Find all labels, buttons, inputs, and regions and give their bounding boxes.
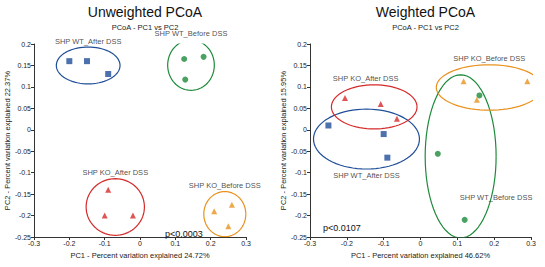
svg-text:0: 0: [27, 126, 31, 133]
svg-text:Unweighted PCoA: Unweighted PCoA: [88, 4, 203, 20]
svg-text:0.2: 0.2: [489, 240, 499, 247]
svg-text:SHP KO_Before DSS: SHP KO_Before DSS: [453, 54, 525, 63]
svg-text:0: 0: [419, 240, 423, 247]
svg-text:SHP KO_After DSS: SHP KO_After DSS: [333, 74, 399, 83]
svg-text:p<0.0107: p<0.0107: [323, 223, 361, 233]
svg-text:-0.05: -0.05: [15, 148, 31, 155]
svg-text:-0.1: -0.1: [99, 240, 111, 247]
svg-text:0: 0: [303, 126, 307, 133]
svg-text:-0.2: -0.2: [63, 240, 75, 247]
svg-text:-0.1: -0.1: [295, 169, 307, 176]
svg-text:PCoA - PC1 vs PC2: PCoA - PC1 vs PC2: [392, 23, 459, 32]
svg-text:0.1: 0.1: [452, 240, 462, 247]
svg-text:-0.25: -0.25: [291, 233, 307, 241]
svg-text:PC2 - Percent variation explai: PC2 - Percent variation explained 22.37%: [3, 71, 12, 211]
svg-text:0.2: 0.2: [206, 240, 216, 247]
svg-text:-0.3: -0.3: [28, 240, 40, 247]
svg-text:SHP KO_Before DSS: SHP KO_Before DSS: [189, 181, 261, 190]
svg-text:-0.05: -0.05: [291, 148, 307, 155]
svg-text:SHP WT_Before DSS: SHP WT_Before DSS: [154, 29, 228, 39]
svg-text:-0.1: -0.1: [378, 240, 390, 247]
svg-text:0.3: 0.3: [241, 240, 251, 247]
svg-text:0: 0: [138, 240, 142, 247]
svg-text:PCoA - PC1 vs PC2: PCoA - PC1 vs PC2: [112, 23, 179, 32]
svg-text:-0.2: -0.2: [19, 212, 31, 219]
svg-text:-0.2: -0.2: [341, 240, 353, 247]
svg-text:0.15: 0.15: [17, 62, 31, 69]
svg-text:-0.3: -0.3: [304, 240, 316, 247]
svg-text:0.05: 0.05: [293, 105, 307, 112]
svg-text:0.1: 0.1: [297, 83, 307, 90]
svg-text:-0.25: -0.25: [15, 233, 31, 241]
svg-text:SHP WT_After DSS: SHP WT_After DSS: [333, 171, 400, 180]
svg-text:-0.15: -0.15: [15, 191, 31, 198]
svg-text:SHP KO_After DSS: SHP KO_After DSS: [82, 168, 148, 177]
svg-text:0.2: 0.2: [21, 41, 31, 48]
svg-text:-0.2: -0.2: [295, 212, 307, 219]
svg-text:SHP WT_Before DSS: SHP WT_Before DSS: [460, 193, 533, 202]
svg-text:PC1 - Percent variation explai: PC1 - Percent variation explained 24.72%: [70, 251, 210, 260]
svg-text:SHP WT_After DSS: SHP WT_After DSS: [55, 37, 122, 46]
svg-text:0.15: 0.15: [293, 62, 307, 69]
svg-text:-0.15: -0.15: [291, 191, 307, 198]
svg-text:0.05: 0.05: [17, 105, 31, 112]
svg-text:PC2 - Percent variation explai: PC2 - Percent variation explained 15.95%: [279, 71, 288, 211]
svg-text:0.1: 0.1: [170, 240, 180, 247]
svg-text:p<0.0003: p<0.0003: [165, 229, 203, 239]
svg-text:0.3: 0.3: [526, 240, 536, 247]
svg-text:Weighted PCoA: Weighted PCoA: [376, 4, 476, 20]
svg-text:0.2: 0.2: [297, 41, 307, 48]
svg-text:-0.1: -0.1: [19, 169, 31, 176]
svg-text:PC1 - Percent variation explai: PC1 - Percent variation explained 46.62%: [351, 251, 491, 260]
svg-text:0.1: 0.1: [21, 83, 31, 90]
